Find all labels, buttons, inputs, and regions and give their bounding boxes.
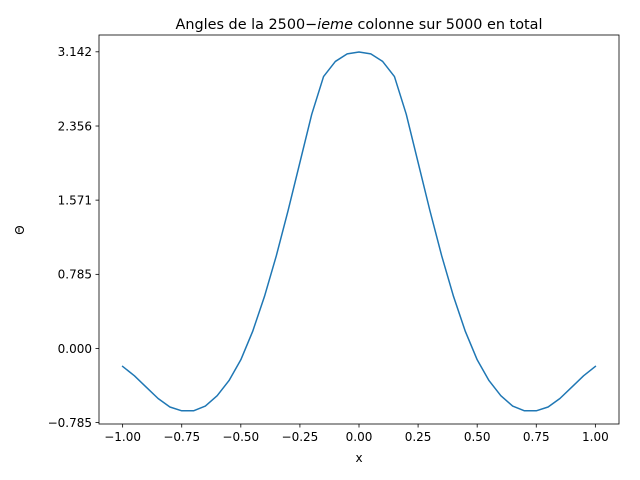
x-axis-label: x [355,451,362,465]
y-tick-label: −0.785 [48,416,92,430]
x-tick-label: 0.00 [346,430,373,444]
x-tick-label: 0.75 [523,430,550,444]
y-tick-label: 2.356 [58,119,92,133]
series-line-0 [121,51,597,412]
x-tick-label: −0.75 [163,430,200,444]
y-tick-label: 1.571 [58,193,92,207]
plot-area: −1.00 −0.75 −0.50 −0.25 0.00 0.25 0.50 0.75 1.00… [48,34,620,444]
x-tick-label: −0.25 [282,430,319,444]
x-tick-label: 0.50 [464,430,491,444]
y-tick-label: 0.785 [58,268,92,282]
y-axis-label: Θ [13,225,27,234]
y-tick-label: 3.142 [58,45,92,59]
x-tick-label: −0.50 [222,430,259,444]
y-tick-label: 0.000 [58,342,92,356]
x-tick-label: 0.25 [405,430,432,444]
x-tick-label: −1.00 [104,430,141,444]
chart-title: Angles de la 2500−ieme colonne sur 5000 … [176,17,543,33]
x-tick-label: 1.00 [582,430,609,444]
